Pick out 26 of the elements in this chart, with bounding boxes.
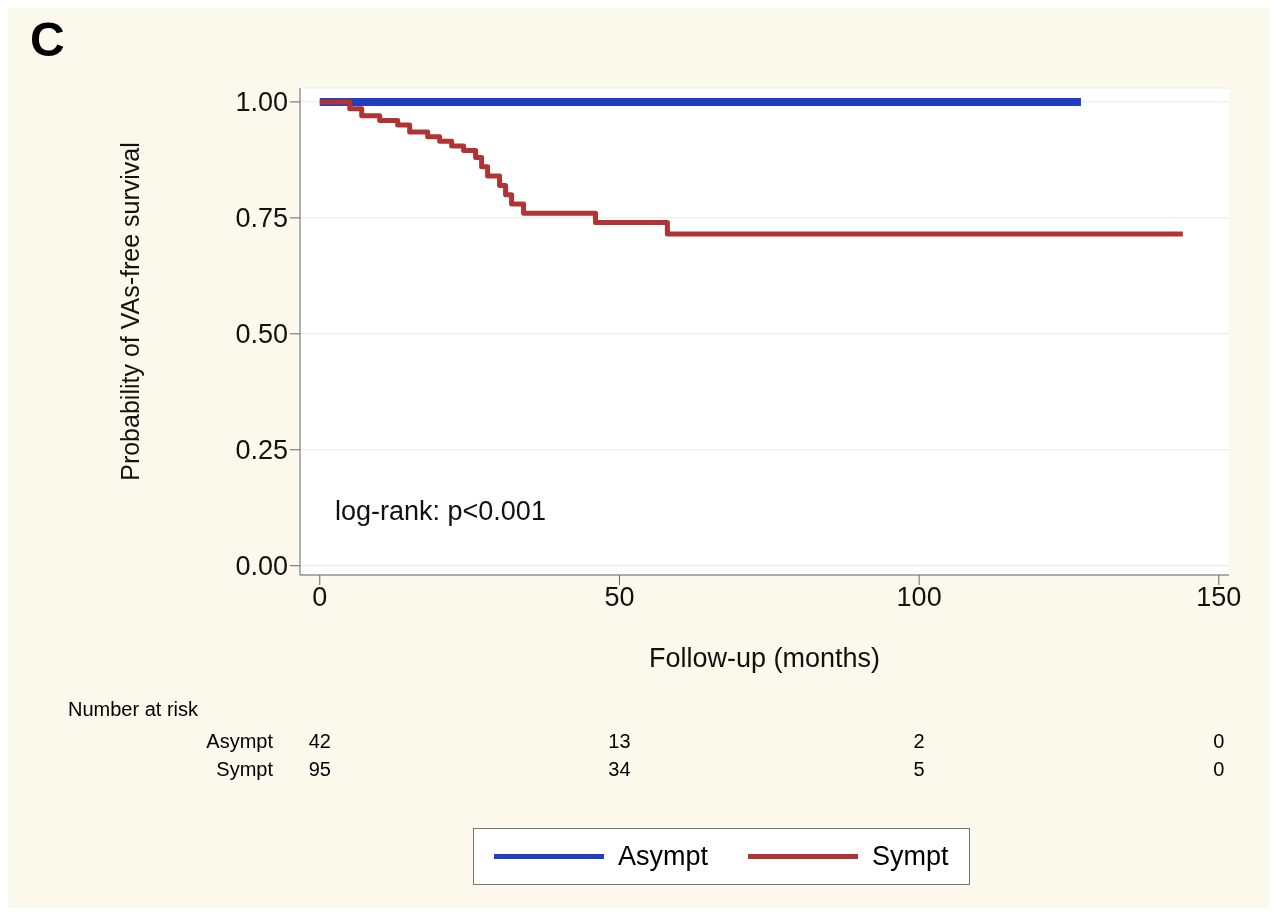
text: 13 — [607, 730, 632, 753]
x-tick-label: 150 — [1196, 582, 1242, 613]
text: Number at risk — [68, 698, 199, 721]
y-axis-title: Probability of VAs-free survival — [115, 142, 144, 481]
text: 5 — [912, 758, 926, 781]
legend-label: Sympt — [872, 841, 949, 872]
y-tick-label: 0.25 — [235, 435, 288, 466]
x-tick-label: 100 — [896, 582, 942, 613]
text: 42 — [307, 730, 332, 753]
x-tick-label: 0 — [312, 582, 328, 613]
text: 0 — [1212, 730, 1226, 753]
x-tick-label: 50 — [604, 582, 635, 613]
y-tick-label: 1.00 — [235, 87, 288, 118]
x-axis-title: Follow-up (months) — [648, 643, 881, 673]
text: Asympt — [206, 730, 273, 753]
annotation: log-rank: p<0.001 — [335, 496, 546, 526]
y-tick-label: 0.00 — [235, 551, 288, 582]
text: 0 — [1212, 758, 1226, 781]
text: 2 — [912, 730, 926, 753]
y-tick-label: 0.75 — [235, 203, 288, 234]
text: 34 — [607, 758, 632, 781]
y-tick-label: 0.50 — [235, 319, 288, 350]
chart-title: C — [30, 12, 65, 67]
text: 95 — [307, 758, 332, 781]
legend-label: Asympt — [618, 841, 709, 872]
text: Sympt — [216, 758, 273, 781]
